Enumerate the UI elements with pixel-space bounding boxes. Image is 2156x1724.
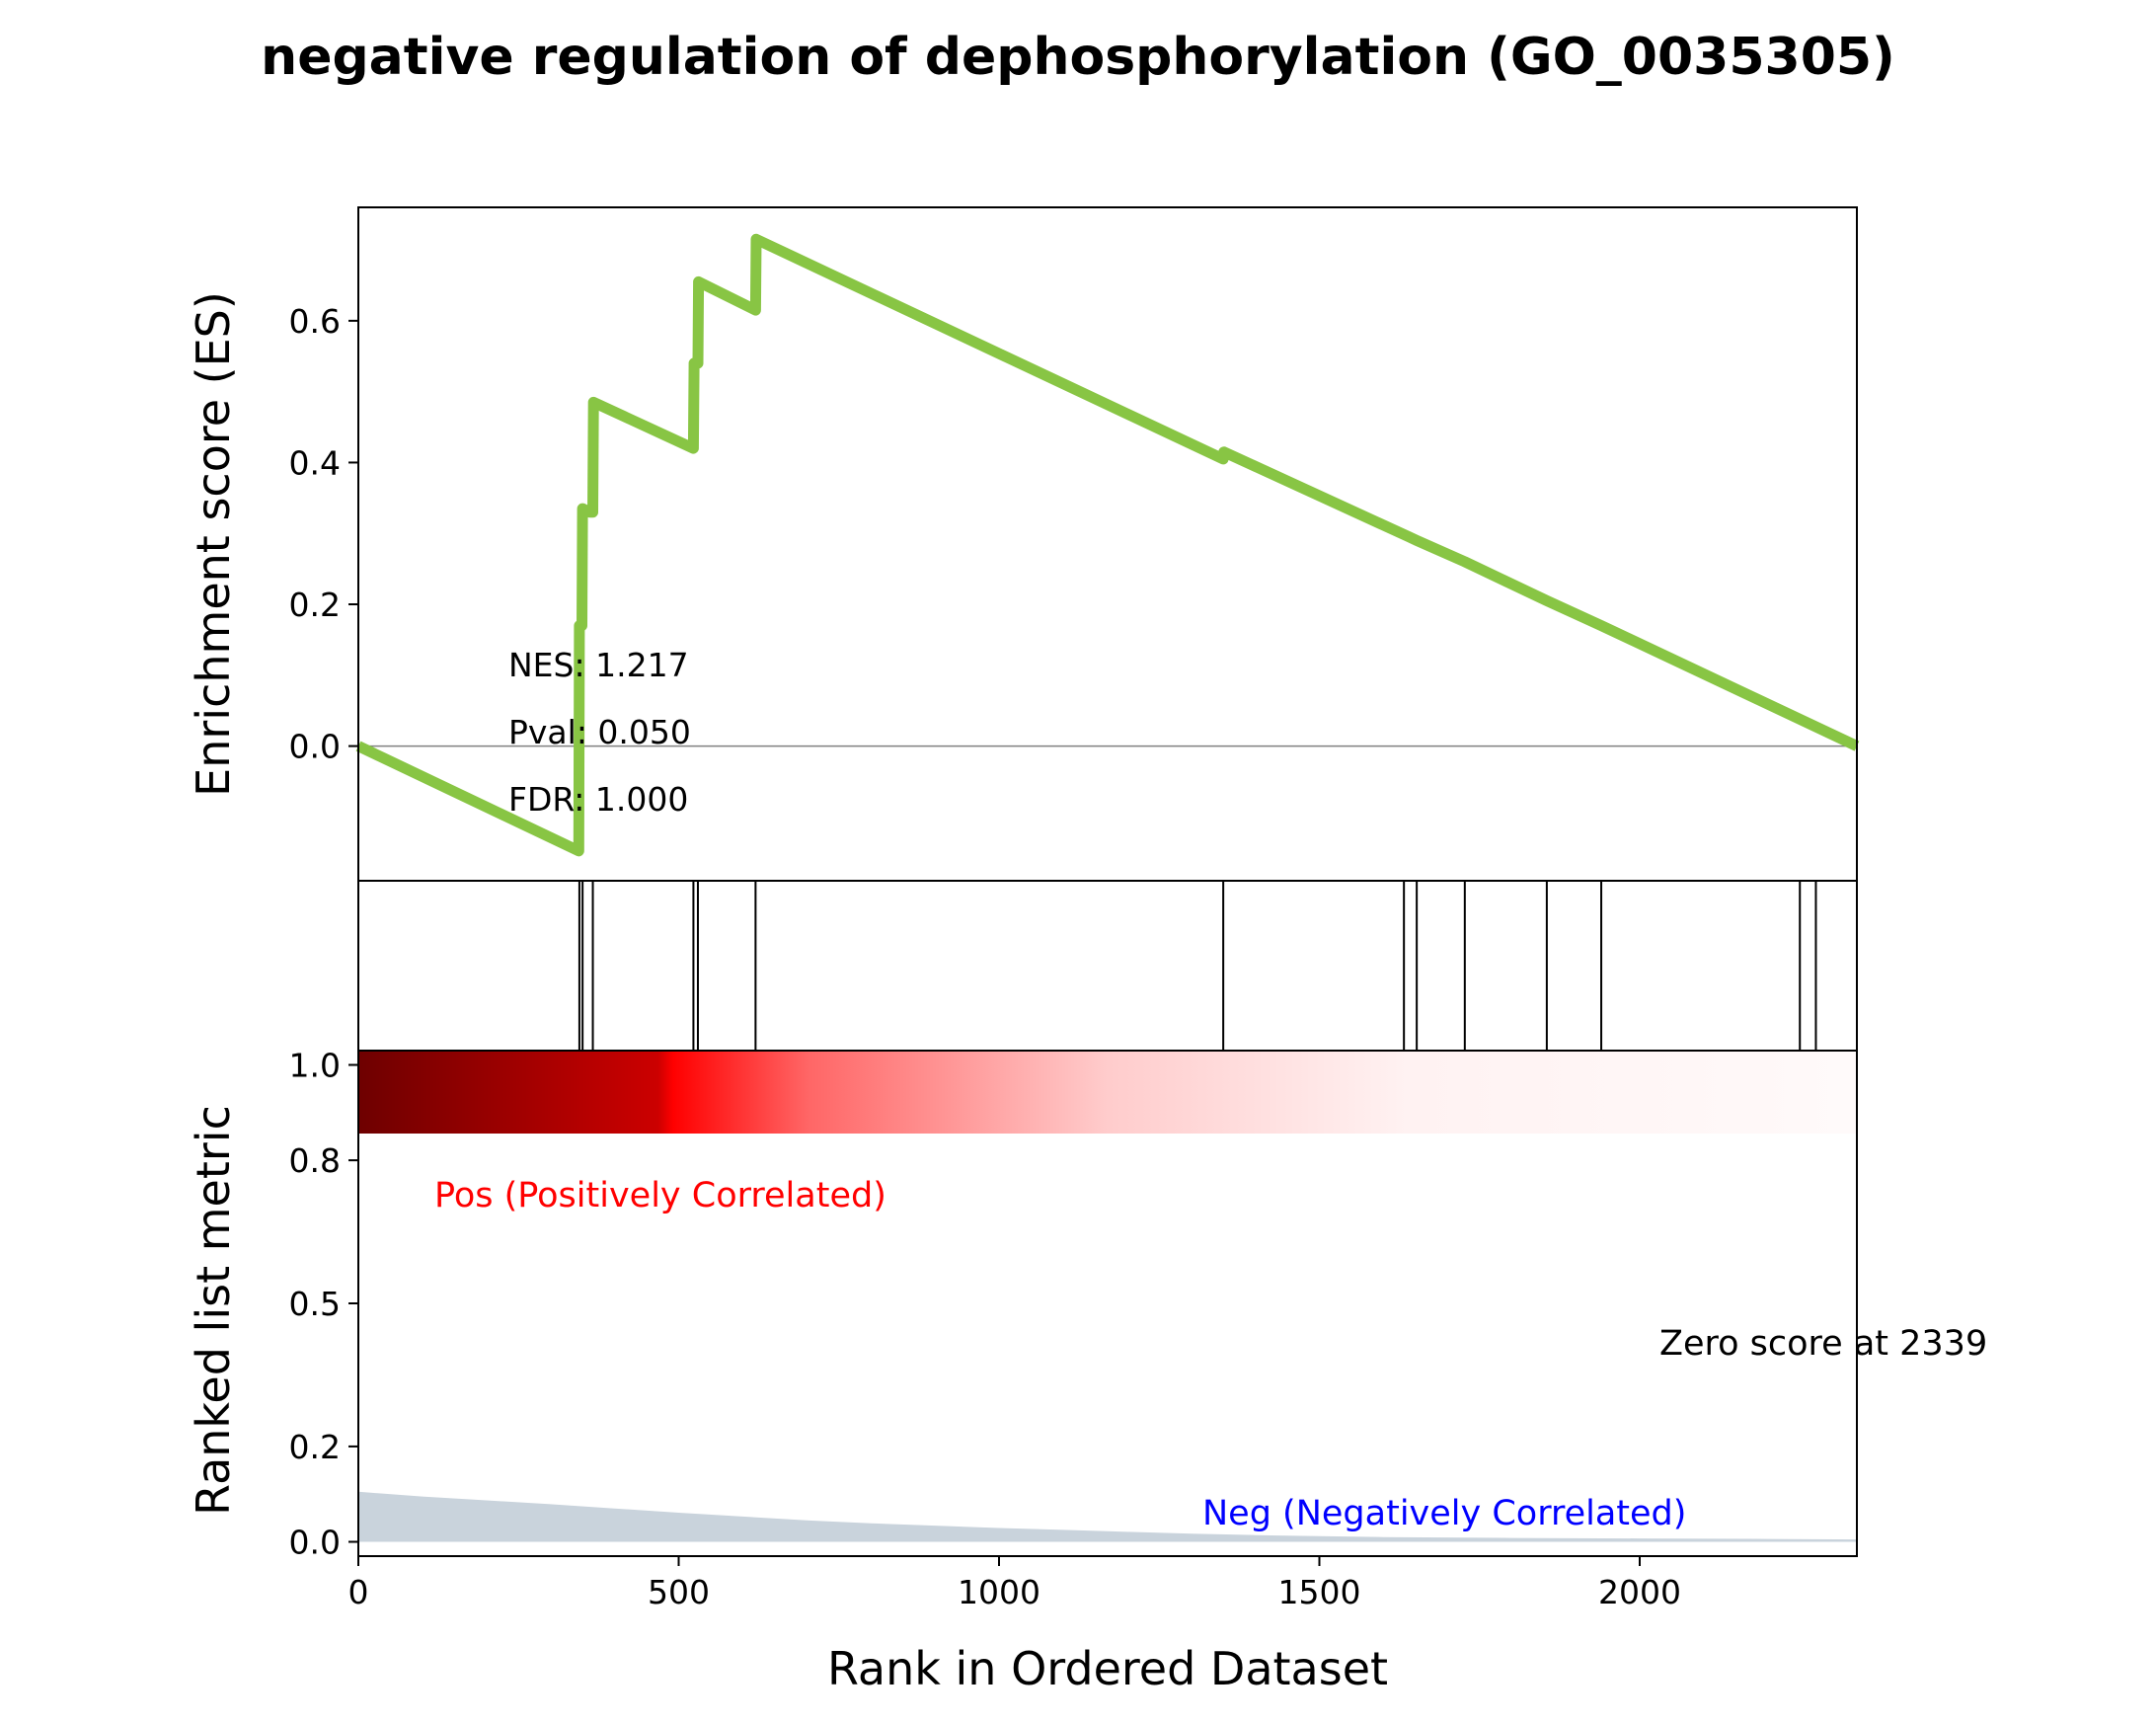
metric-y-tick-label: 1.0 bbox=[289, 1046, 341, 1084]
pos-label: Pos (Positively Correlated) bbox=[434, 1176, 886, 1215]
metric-y-tick-label: 0.8 bbox=[289, 1141, 341, 1180]
x-tick-label: 0 bbox=[348, 1573, 369, 1611]
hit-lines bbox=[578, 881, 1817, 1051]
x-tick-label: 1000 bbox=[958, 1573, 1040, 1611]
rank-gradient-bar bbox=[358, 1051, 1857, 1134]
zero-score-label: Zero score at 2339 bbox=[1659, 1324, 1987, 1364]
x-tick-label: 2000 bbox=[1598, 1573, 1681, 1611]
metric-area bbox=[358, 1491, 1857, 1542]
es-y-tick-label: 0.6 bbox=[289, 302, 341, 341]
hits-panel bbox=[357, 880, 1858, 1052]
es-y-axis-label: Enrichment score (ES) bbox=[187, 291, 240, 797]
neg-label: Neg (Negatively Correlated) bbox=[1202, 1494, 1686, 1533]
x-axis-ticks: 0 500 1000 1500 2000 bbox=[348, 1556, 1681, 1611]
x-tick-label: 500 bbox=[648, 1573, 710, 1611]
x-tick-label: 1500 bbox=[1278, 1573, 1361, 1611]
nes-stat: NES: 1.217 bbox=[508, 646, 689, 684]
metric-panel: 0.0 0.2 0.5 0.8 1.0 Pos (Positively Correlat… bbox=[187, 1046, 1987, 1561]
x-axis-label: Rank in Ordered Dataset bbox=[827, 1642, 1388, 1695]
metric-frame bbox=[357, 1050, 1858, 1557]
pval-stat: Pval: 0.050 bbox=[508, 713, 691, 751]
es-stats: NES: 1.217 Pval: 0.050 FDR: 1.000 bbox=[508, 646, 691, 819]
es-y-tick-label: 0.0 bbox=[289, 728, 341, 766]
metric-y-axis-label: Ranked list metric bbox=[187, 1105, 240, 1516]
metric-y-ticks: 0.0 0.2 0.5 0.8 1.0 bbox=[289, 1046, 358, 1562]
metric-y-tick-label: 0.2 bbox=[289, 1428, 341, 1466]
es-panel: 0.0 0.2 0.4 0.6 NES: 1.217 Pval: 0.050 FDR:… bbox=[187, 206, 1860, 882]
metric-y-tick-label: 0.5 bbox=[289, 1285, 341, 1323]
metric-y-tick-label: 0.0 bbox=[289, 1524, 341, 1562]
es-y-ticks: 0.0 0.2 0.4 0.6 bbox=[289, 302, 358, 766]
es-y-tick-label: 0.2 bbox=[289, 586, 341, 624]
fdr-stat: FDR: 1.000 bbox=[508, 780, 688, 819]
chart-title: negative regulation of dephosphorylation… bbox=[261, 28, 1895, 87]
es-line bbox=[355, 233, 1860, 857]
es-y-tick-label: 0.4 bbox=[289, 443, 341, 482]
